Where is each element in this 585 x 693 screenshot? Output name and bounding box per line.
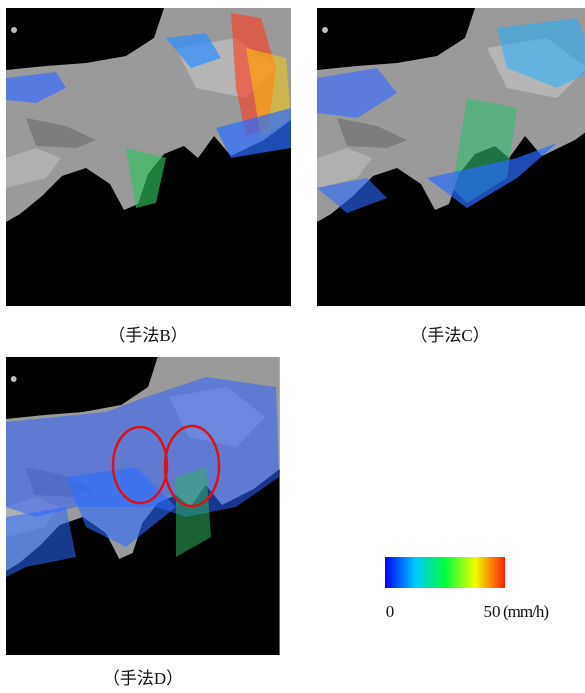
colorbar (385, 557, 505, 588)
caption: （手法B） (108, 326, 187, 345)
map-panel (317, 8, 585, 306)
page: （手法B） （手法C） （手法D） 0 50 (mm/h) (() => { c… (0, 0, 585, 693)
map-panel (6, 8, 291, 306)
caption: （手法D） (103, 669, 183, 688)
colorbar-unit: (mm/h) (503, 602, 548, 621)
colorbar-min: 0 (386, 602, 395, 621)
map-panel (6, 357, 280, 655)
figure: （手法B） （手法C） （手法D） 0 50 (mm/h) (0, 0, 585, 693)
caption: （手法C） (410, 326, 489, 345)
colorbar-max: 50 (484, 602, 501, 621)
